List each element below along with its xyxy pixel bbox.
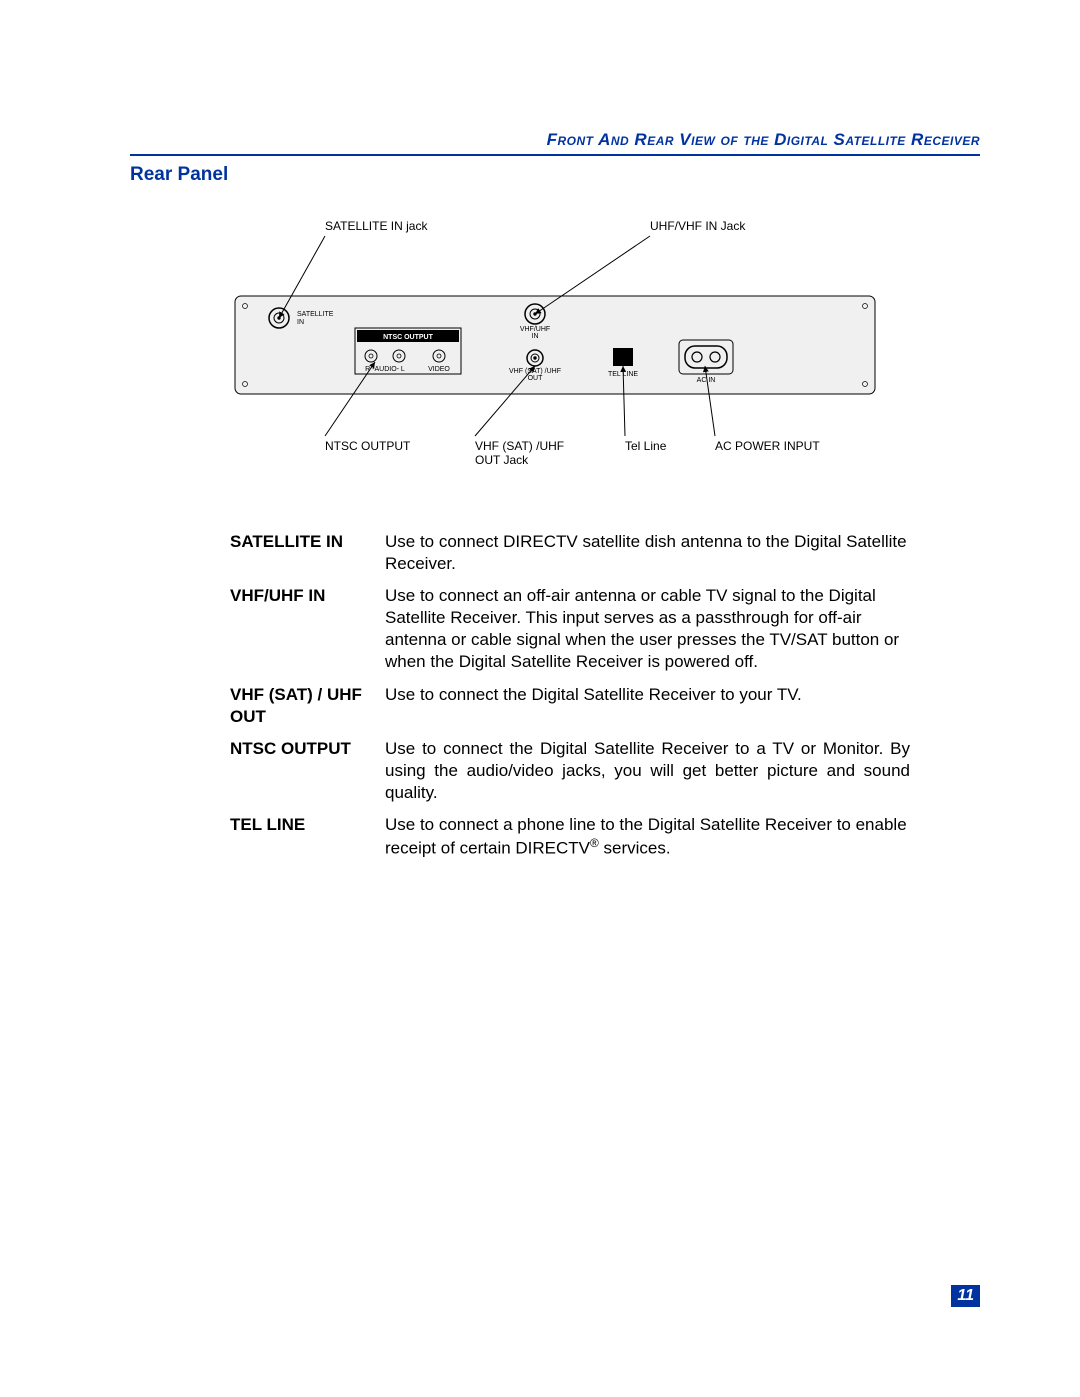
svg-text:Tel Line: Tel Line: [625, 439, 667, 453]
description-row: VHF/UHF INUse to connect an off-air ante…: [230, 585, 910, 673]
description-definition: Use to connect the Digital Satellite Rec…: [385, 738, 910, 804]
svg-text:AC IN: AC IN: [697, 377, 716, 384]
description-row: VHF (SAT) / UHF OUTUse to connect the Di…: [230, 684, 910, 728]
svg-text:VHF (SAT) /UHF: VHF (SAT) /UHF: [475, 439, 564, 453]
svg-text:NTSC OUTPUT: NTSC OUTPUT: [325, 439, 411, 453]
description-definition: Use to connect the Digital Satellite Rec…: [385, 684, 910, 706]
svg-text:VHF/UHF: VHF/UHF: [520, 326, 550, 333]
description-definition: Use to connect an off-air antenna or cab…: [385, 585, 910, 673]
svg-text:OUT Jack: OUT Jack: [475, 453, 529, 466]
svg-text:VHF (SAT) /UHF: VHF (SAT) /UHF: [509, 368, 561, 375]
svg-text:NTSC OUTPUT: NTSC OUTPUT: [383, 334, 434, 341]
description-row: NTSC OUTPUTUse to connect the Digital Sa…: [230, 738, 910, 804]
svg-text:IN: IN: [532, 333, 539, 340]
svg-text:UHF/VHF IN Jack: UHF/VHF IN Jack: [650, 219, 746, 233]
svg-text:AC POWER INPUT: AC POWER INPUT: [715, 439, 820, 453]
description-term: NTSC OUTPUT: [230, 738, 385, 760]
description-row: SATELLITE INUse to connect DIRECTV satel…: [230, 531, 910, 575]
description-term: VHF/UHF IN: [230, 585, 385, 607]
page-header: Front And Rear View of the Digital Satel…: [130, 130, 980, 156]
svg-text:VIDEO: VIDEO: [428, 366, 450, 373]
description-term: SATELLITE IN: [230, 531, 385, 553]
description-term: VHF (SAT) / UHF OUT: [230, 684, 385, 728]
description-definition: Use to connect a phone line to the Digit…: [385, 814, 910, 860]
svg-text:SATELLITE IN jack: SATELLITE IN jack: [325, 219, 428, 233]
description-term: TEL LINE: [230, 814, 385, 836]
page-number: 11: [951, 1285, 980, 1307]
header-rule: [130, 154, 980, 156]
header-title: Front And Rear View of the Digital Satel…: [130, 130, 980, 150]
rear-panel-diagram: SATELLITEINNTSC OUTPUTR -AUDIO- LVIDEOVH…: [205, 206, 905, 471]
svg-text:IN: IN: [297, 319, 304, 326]
svg-text:SATELLITE: SATELLITE: [297, 311, 334, 318]
description-definition: Use to connect DIRECTV satellite dish an…: [385, 531, 910, 575]
description-table: SATELLITE INUse to connect DIRECTV satel…: [230, 531, 910, 860]
section-title: Rear Panel: [130, 164, 980, 186]
description-row: TEL LINEUse to connect a phone line to t…: [230, 814, 910, 860]
svg-text:OUT: OUT: [528, 375, 544, 382]
